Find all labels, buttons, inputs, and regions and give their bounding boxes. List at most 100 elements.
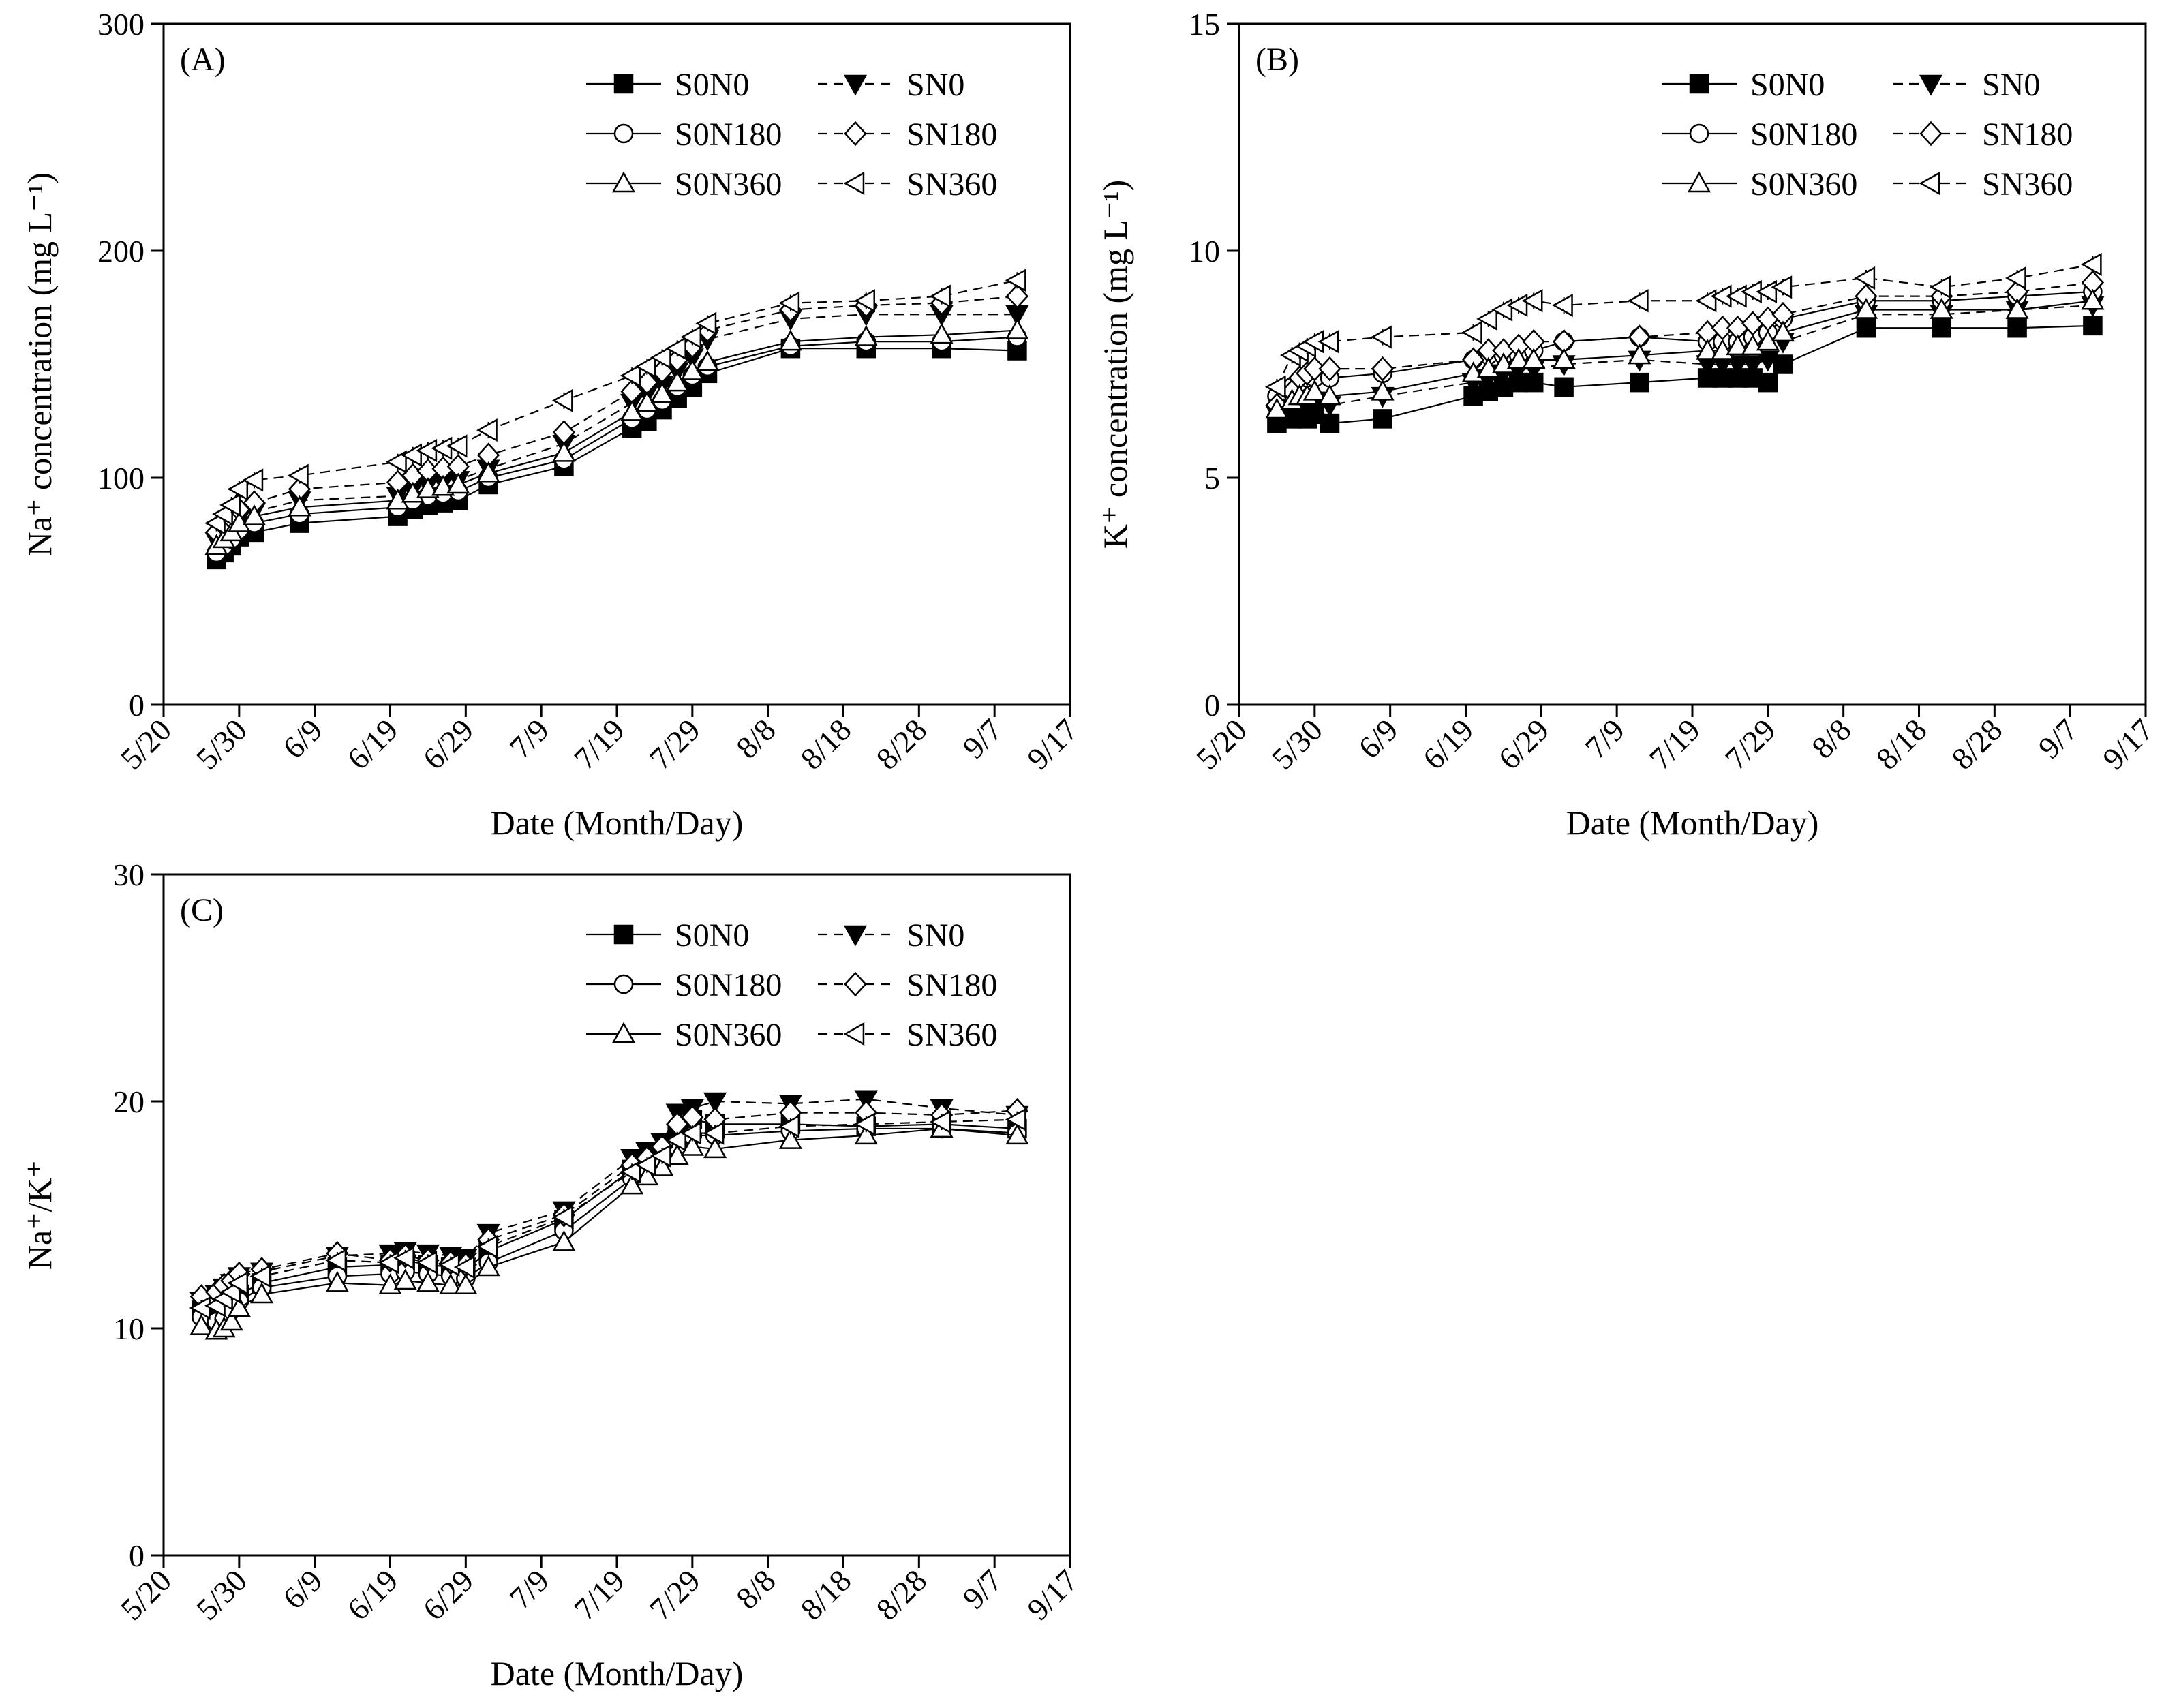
data-point (854, 325, 878, 346)
data-point (242, 504, 266, 525)
y-tick-label: 100 (97, 461, 144, 495)
y-axis-label: Na⁺ concentration (mg L⁻¹) (20, 172, 59, 556)
legend-label: S0N360 (675, 166, 782, 202)
data-point (287, 463, 309, 487)
x-axis-label: Date (Month/Day) (491, 1654, 744, 1692)
x-tick-label: 6/29 (1492, 712, 1556, 776)
legend-label: SN180 (906, 117, 997, 153)
data-point (1771, 275, 1793, 299)
x-tick-label: 7/19 (567, 712, 631, 776)
series-line-s0n360 (201, 1127, 1018, 1332)
legend-marker (1689, 123, 1709, 144)
legend-marker (613, 123, 634, 144)
legend-label: SN360 (1982, 166, 2073, 202)
data-point (378, 1251, 399, 1275)
legend-marker (1689, 74, 1709, 94)
x-tick-label: 7/9 (503, 1563, 556, 1616)
data-point (2083, 316, 2103, 336)
data-point (680, 325, 702, 349)
data-point (476, 1235, 498, 1259)
series-sn360 (1264, 252, 2102, 399)
series-line-sn360 (201, 1118, 1018, 1309)
legend-item-sn0: SN0 (1893, 67, 2040, 103)
legend: S0N0 SN0 S0N180 SN180 S0N360 SN360 (1662, 67, 2073, 202)
x-tick-label: 8/28 (1945, 712, 2009, 776)
legend-label: S0N0 (1750, 67, 1825, 103)
data-point (1005, 1108, 1026, 1131)
data-point (386, 488, 410, 510)
legend-label: S0N360 (1750, 166, 1857, 202)
data-point (665, 1128, 686, 1152)
data-point (416, 1270, 440, 1292)
x-tick-label: 5/20 (1189, 712, 1253, 776)
data-point (1854, 298, 1878, 319)
y-tick-label: 30 (113, 857, 144, 892)
data-point (1758, 372, 1778, 393)
legend-item-s0n180: S0N180 (586, 117, 782, 153)
legend-marker (843, 74, 868, 96)
legend-marker (844, 971, 867, 997)
data-point (1627, 289, 1649, 313)
data-point (250, 1282, 274, 1304)
data-point (680, 1121, 702, 1145)
data-point (227, 511, 251, 532)
panel-label: (C) (180, 892, 224, 928)
y-tick-label: 0 (1204, 688, 1220, 722)
series-s0n360 (1265, 288, 2105, 419)
data-point (665, 337, 686, 361)
legend-label: S0N180 (675, 967, 782, 1003)
legend-marker (611, 1022, 636, 1043)
data-point (325, 1249, 347, 1272)
series-s0n360 (189, 1116, 1029, 1340)
x-tick-label: 6/19 (341, 1563, 405, 1627)
series-line-s0n0 (200, 1118, 1018, 1318)
data-point (446, 434, 468, 458)
data-point (2081, 288, 2105, 310)
legend-item-sn0: SN0 (818, 917, 964, 954)
data-point (288, 495, 311, 517)
legend-label: SN180 (1982, 117, 2073, 153)
x-axis-label: Date (Month/Day) (491, 804, 744, 842)
series-s0n360 (204, 318, 1029, 555)
legend-label: SN360 (906, 1017, 997, 1053)
data-point (453, 1255, 475, 1279)
x-tick-label: 9/7 (956, 1563, 1009, 1616)
y-tick-label: 10 (1189, 234, 1220, 269)
y-tick-label: 200 (97, 234, 144, 269)
legend-marker (1919, 74, 1943, 96)
data-point (1756, 279, 1778, 304)
data-point (620, 364, 641, 388)
x-tick-label: 8/8 (729, 712, 782, 765)
x-tick-label: 6/9 (276, 1563, 329, 1616)
data-point (1628, 343, 1651, 365)
data-point (1507, 348, 1531, 369)
series-line-s0n180 (1276, 290, 2093, 397)
legend-item-s0n0: S0N0 (586, 917, 749, 954)
x-tick-label: 6/19 (1416, 712, 1480, 776)
legend-item-s0n0: S0N0 (586, 67, 749, 103)
data-point (227, 477, 249, 501)
data-point (476, 461, 500, 483)
data-point (1741, 355, 1765, 377)
data-point (1773, 354, 1793, 374)
data-point (1005, 1123, 1029, 1145)
legend-item-s0n0: S0N0 (1662, 67, 1825, 103)
data-point (1317, 330, 1339, 354)
legend-marker (843, 1022, 865, 1046)
data-point (703, 1137, 727, 1159)
x-tick-label: 8/18 (794, 712, 858, 776)
series-sn180 (1265, 270, 2105, 418)
x-tick-label: 9/17 (1020, 1563, 1084, 1627)
panel-label: (A) (180, 42, 226, 78)
legend-marker (1687, 171, 1711, 193)
x-tick-label: 6/29 (416, 712, 481, 776)
data-point (1554, 377, 1574, 397)
legend-item-sn0: SN0 (818, 67, 964, 103)
data-point (476, 418, 498, 442)
data-point (1726, 334, 1750, 356)
data-point (1476, 307, 1497, 331)
data-point (242, 468, 264, 492)
series-s0n0 (1267, 316, 2103, 433)
legend-label: S0N180 (675, 117, 782, 153)
x-tick-label: 6/19 (341, 712, 405, 776)
